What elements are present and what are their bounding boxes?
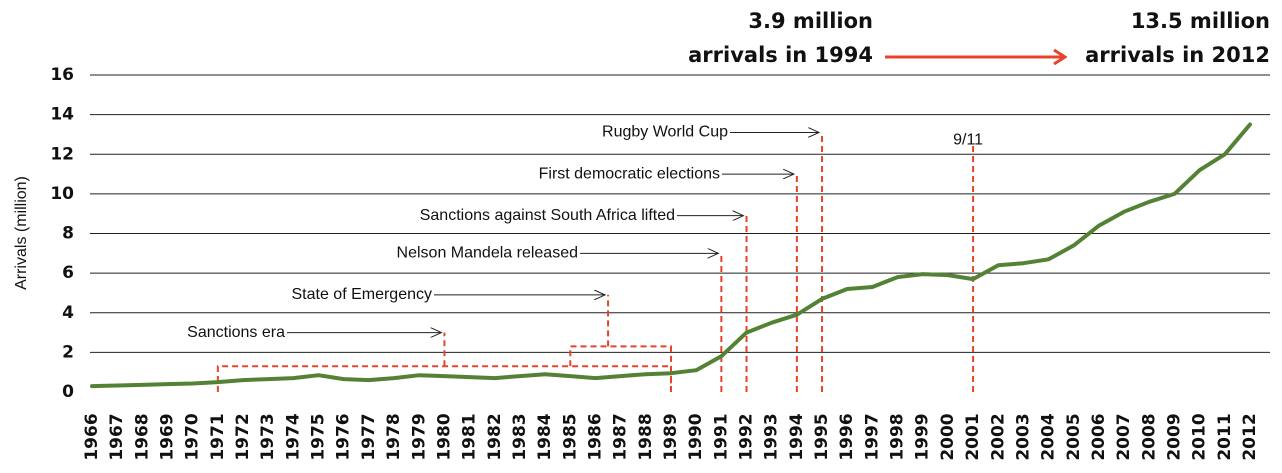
x-tick-label: 1995 [812, 413, 832, 460]
x-tick-label: 1987 [611, 413, 631, 460]
annotation-label: Rugby World Cup [602, 124, 728, 141]
x-tick-label: 1990 [686, 413, 706, 460]
x-tick-label: 1973 [258, 413, 278, 460]
annotation-bracket [569, 345, 672, 392]
x-tick-label: 1972 [233, 413, 253, 460]
x-tick-label: 1998 [888, 413, 908, 460]
x-tick-label: 1985 [560, 413, 580, 460]
x-tick-label: 1967 [107, 413, 127, 460]
x-tick-label: 1974 [283, 413, 303, 460]
x-tick-label: 1993 [762, 413, 782, 460]
x-tick-label: 1980 [434, 413, 454, 460]
x-tick-label: 1988 [636, 413, 656, 460]
x-tick-label: 1971 [208, 413, 228, 460]
annotation-label: First democratic elections [539, 165, 720, 182]
x-tick-label: 1992 [737, 413, 757, 460]
callout-text: arrivals in 2012 [1085, 43, 1270, 67]
data-line [90, 122, 1252, 389]
x-tick-label: 1984 [535, 413, 555, 460]
x-tick-label: 1978 [384, 413, 404, 460]
x-tick-label: 1981 [460, 413, 480, 460]
x-tick-label: 2003 [1013, 413, 1033, 460]
x-tick-label: 1994 [787, 413, 807, 460]
x-tick-label: 2012 [1240, 413, 1260, 460]
x-tick-label: 2002 [988, 413, 1008, 460]
y-tick-label: 2 [62, 342, 74, 362]
y-axis-label: Arrivals (million) [13, 176, 30, 290]
x-tick-label: 1997 [862, 413, 882, 460]
y-tick-label: 12 [50, 144, 74, 164]
x-tick-label: 1983 [510, 413, 530, 460]
x-tick-label: 2001 [963, 413, 983, 460]
x-tick-label: 1979 [409, 413, 429, 460]
x-tick-label: 2007 [1114, 413, 1134, 460]
x-tick-label: 2004 [1039, 413, 1059, 460]
x-tick-label: 2010 [1190, 413, 1210, 460]
annotation-label: 9/11 [953, 132, 983, 149]
x-tick-label: 1977 [359, 413, 379, 460]
x-tick-label: 2008 [1139, 413, 1159, 460]
callout-text: 13.5 million [1131, 9, 1270, 33]
x-tick-label: 2009 [1164, 413, 1184, 460]
x-tick-label: 1976 [334, 413, 354, 460]
x-tick-label: 1969 [158, 413, 178, 460]
annotation-label: State of Emergency [291, 286, 432, 303]
callout-text: arrivals in 1994 [688, 43, 873, 67]
y-tick-label: 6 [62, 263, 74, 283]
x-tick-label: 2005 [1064, 413, 1084, 460]
x-tick-label: 1982 [485, 413, 505, 460]
x-tick-label: 1986 [585, 413, 605, 460]
annotation-label: Sanctions era [187, 324, 285, 341]
x-tick-label: 2000 [938, 413, 958, 460]
y-tick-label: 8 [62, 224, 74, 244]
y-tick-label: 14 [50, 105, 74, 125]
x-tick-label: 1991 [711, 413, 731, 460]
x-tick-label: 1989 [661, 413, 681, 460]
y-tick-label: 16 [50, 65, 74, 85]
x-tick-label: 2011 [1215, 413, 1235, 460]
x-tick-label: 1968 [132, 413, 152, 460]
x-tick-label: 1966 [82, 413, 102, 460]
x-tick-label: 1999 [913, 413, 933, 460]
y-tick-label: 10 [50, 184, 74, 204]
annotation-label: Sanctions against South Africa lifted [420, 207, 675, 224]
annotation-label: Nelson Mandela released [397, 245, 578, 262]
callout-text: 3.9 million [748, 9, 873, 33]
y-tick-label: 4 [62, 303, 74, 323]
x-tick-label: 1970 [183, 413, 203, 460]
x-tick-label: 1975 [309, 413, 329, 460]
x-tick-label: 2006 [1089, 413, 1109, 460]
x-tick-label: 1996 [837, 413, 857, 460]
y-tick-label: 0 [62, 382, 74, 402]
